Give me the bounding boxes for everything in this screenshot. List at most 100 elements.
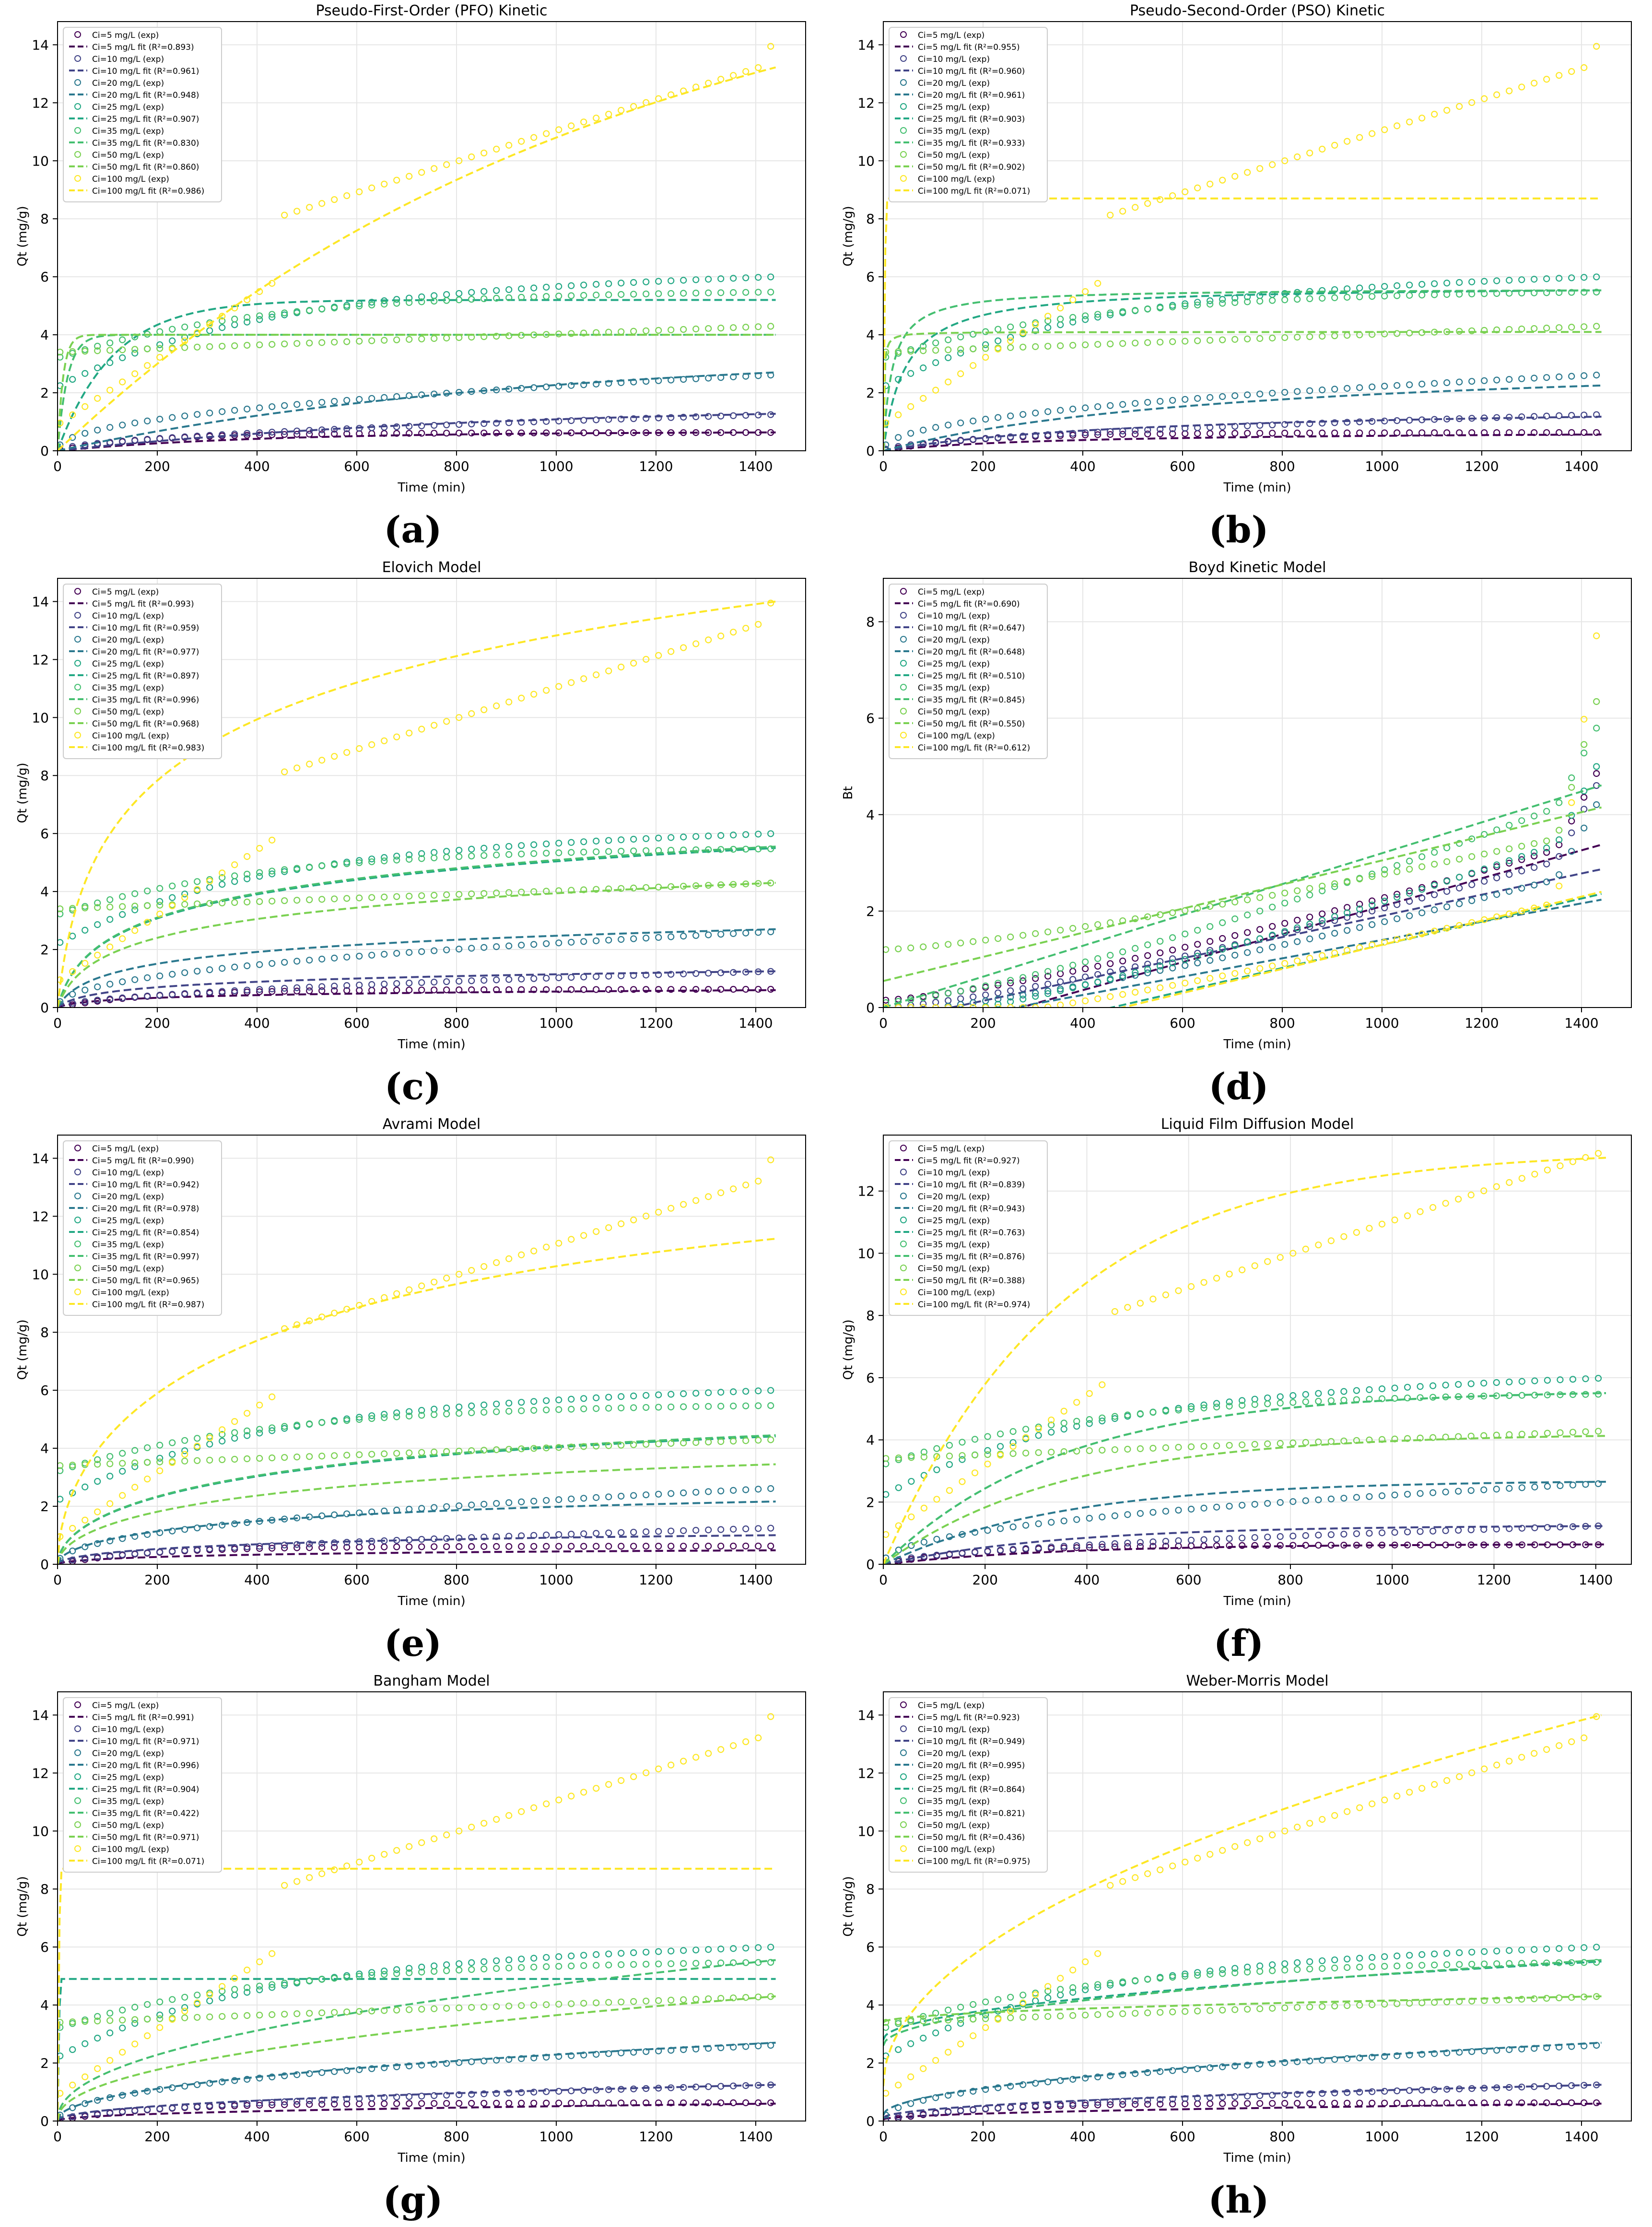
data-point [1244, 949, 1251, 956]
data-point [580, 986, 587, 993]
data-point [970, 1004, 977, 1008]
data-point [206, 410, 213, 417]
data-point [1302, 1398, 1309, 1406]
data-point [1226, 1502, 1233, 1510]
data-point [946, 1442, 953, 1449]
data-point [742, 1525, 750, 1533]
data-point [655, 834, 662, 842]
fit-line [883, 289, 1602, 451]
data-point [995, 935, 1002, 942]
data-point [618, 2049, 625, 2057]
data-point [1556, 836, 1563, 844]
data-point [1144, 1870, 1151, 1877]
data-point [1556, 412, 1563, 419]
data-point [1531, 375, 1538, 382]
legend-marker [900, 660, 907, 667]
data-point [692, 1960, 700, 1967]
data-point [518, 293, 525, 301]
data-point [1069, 976, 1077, 983]
data-point [1182, 944, 1189, 951]
data-point [630, 415, 637, 422]
data-point [181, 2004, 188, 2011]
legend-entry: Ci=25 mg/L (exp) [918, 659, 990, 669]
data-point [717, 76, 725, 83]
data-point [1344, 909, 1351, 916]
data-point [418, 2005, 425, 2013]
data-point [281, 1454, 288, 1461]
data-point [518, 138, 525, 145]
data-point [1319, 333, 1326, 340]
data-point [1394, 2000, 1401, 2007]
data-point [443, 978, 450, 985]
data-point [1182, 302, 1189, 310]
data-point [106, 1500, 114, 1507]
data-point [1226, 1535, 1233, 1542]
data-point [970, 362, 977, 369]
data-point [1111, 1415, 1118, 1422]
legend: Ci=5 mg/L (exp)Ci=5 mg/L fit (R²=0.923)C… [889, 1697, 1048, 1873]
data-point [406, 851, 413, 858]
data-point [618, 280, 625, 287]
data-point [1319, 1965, 1326, 1972]
data-point [932, 2017, 939, 2024]
data-point [568, 2099, 575, 2107]
data-point [106, 339, 114, 347]
data-point [156, 992, 164, 999]
legend-entry: Ci=20 mg/L fit (R²=0.648) [918, 647, 1025, 657]
legend-entry: Ci=25 mg/L (exp) [92, 103, 164, 112]
data-point [406, 299, 413, 306]
data-point [356, 952, 363, 960]
data-point [406, 1408, 413, 1415]
data-point [1119, 2071, 1126, 2078]
data-point [1019, 2081, 1027, 2088]
data-point [555, 939, 562, 947]
data-point [630, 1441, 637, 1448]
data-point [431, 1962, 438, 1969]
data-point [680, 986, 687, 993]
data-point [1269, 430, 1276, 437]
data-point [1007, 334, 1014, 341]
data-point [742, 68, 750, 75]
data-point [1506, 376, 1513, 383]
data-point [957, 987, 964, 995]
data-point [1581, 824, 1588, 832]
data-point [946, 1487, 953, 1494]
data-point [668, 971, 675, 978]
data-point [742, 274, 750, 281]
data-point [1406, 329, 1413, 337]
data-point [269, 1393, 276, 1400]
legend-entry: Ci=20 mg/L fit (R²=0.943) [918, 1204, 1025, 1214]
data-point [1082, 1986, 1089, 1993]
data-point [1057, 1001, 1064, 1008]
data-point [730, 289, 737, 296]
x-tick-label: 1200 [1465, 2129, 1499, 2145]
data-point [580, 329, 587, 337]
data-point [1531, 1946, 1538, 1953]
data-point [1306, 429, 1313, 437]
data-point [368, 2007, 375, 2015]
data-point [705, 1946, 712, 1953]
data-point [381, 1851, 388, 1858]
data-point [1281, 388, 1289, 396]
data-point [1306, 333, 1313, 340]
data-point [767, 1542, 774, 1550]
data-point [1169, 982, 1176, 989]
data-point [480, 1401, 488, 1408]
data-point [1493, 848, 1500, 855]
data-point [206, 2080, 213, 2087]
data-point [1468, 897, 1476, 904]
fit-line [947, 868, 1602, 1008]
data-point [1344, 2099, 1351, 2107]
data-point [281, 402, 288, 409]
data-point [1340, 1233, 1347, 1240]
data-point [680, 277, 687, 284]
data-point [480, 149, 488, 157]
x-tick-label: 200 [144, 1015, 170, 1031]
data-point [194, 968, 201, 975]
data-point [1493, 1761, 1500, 1769]
data-point [1082, 965, 1089, 973]
legend-marker [74, 660, 81, 667]
data-point [505, 1255, 513, 1262]
y-tick-label: 2 [866, 385, 875, 401]
